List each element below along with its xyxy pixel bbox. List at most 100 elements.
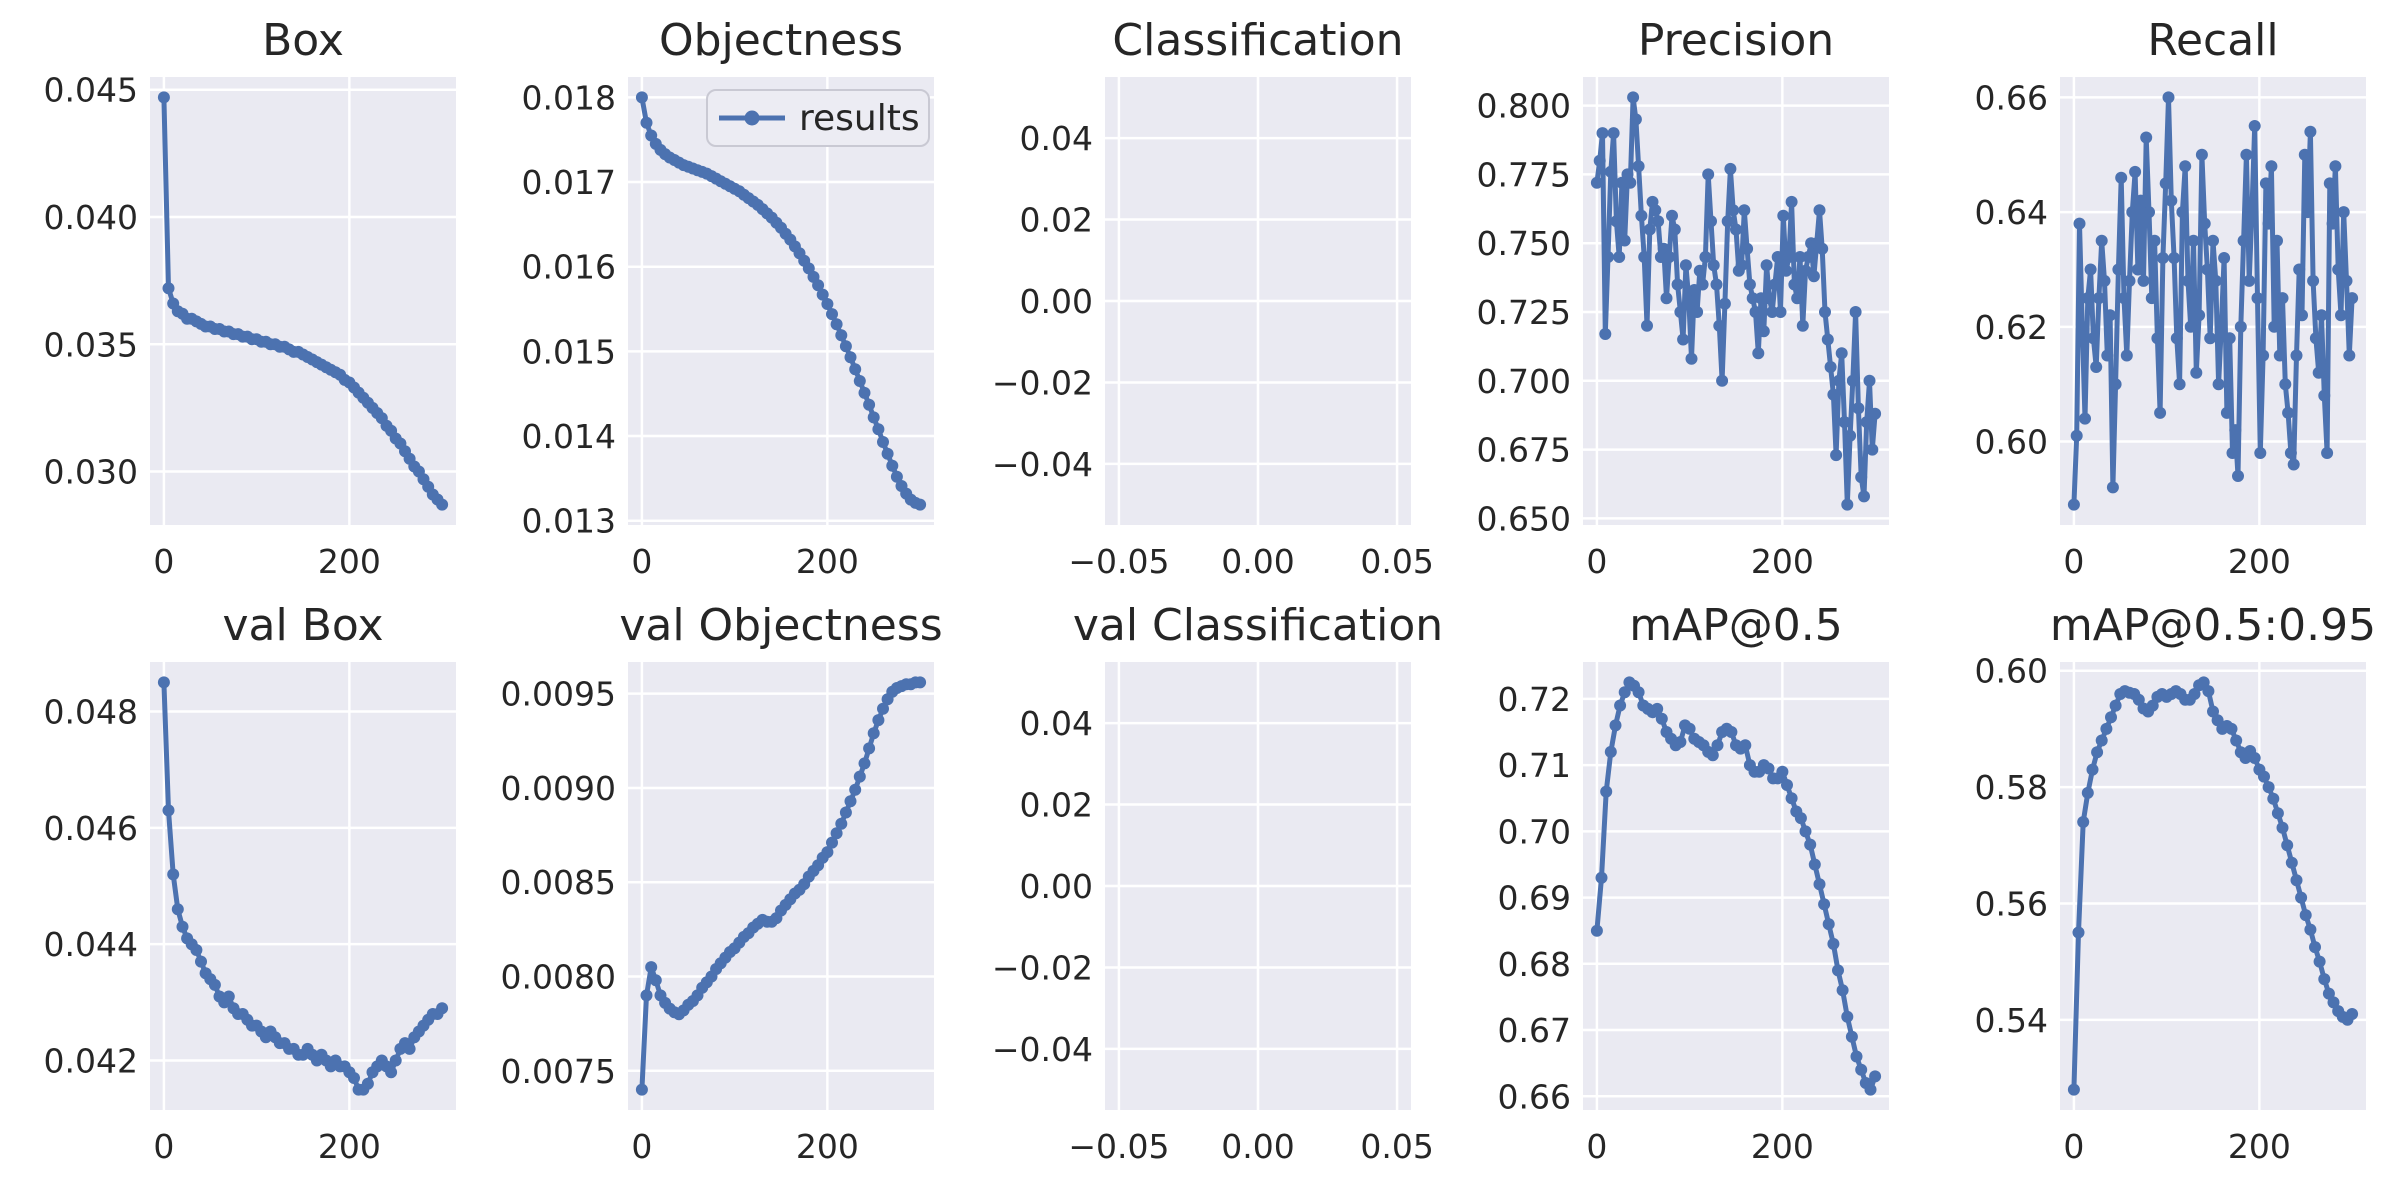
- series-marker: [1635, 209, 1648, 222]
- series-marker: [2086, 763, 2099, 776]
- chart-val-box: val Box 0.042 0.044 0.046 0.048 0 200: [44, 600, 456, 1166]
- series-marker: [1819, 306, 1831, 318]
- series-marker: [1638, 251, 1651, 263]
- chart-title: Box: [262, 15, 344, 66]
- series-marker: [2109, 378, 2122, 391]
- y-tick-label: 0.0080: [501, 958, 616, 997]
- series-marker: [190, 944, 203, 956]
- series-marker: [403, 1042, 416, 1055]
- y-tick-label: 0.045: [44, 71, 138, 110]
- series-marker: [1739, 739, 1752, 752]
- series-marker: [1850, 1050, 1863, 1063]
- series-marker: [162, 282, 175, 295]
- x-tick-label: 200: [318, 1127, 381, 1166]
- series-marker: [1776, 765, 1789, 778]
- series-marker: [1757, 325, 1770, 338]
- legend-marker: [744, 110, 760, 126]
- series-marker: [2126, 206, 2139, 219]
- series-marker: [1774, 306, 1787, 318]
- series-marker: [1749, 306, 1762, 318]
- series-marker: [171, 903, 184, 916]
- series-marker: [157, 91, 170, 104]
- series-marker: [1855, 1063, 1868, 1076]
- series-marker: [1735, 259, 1748, 272]
- series-marker: [2184, 320, 2197, 333]
- series-marker: [635, 1083, 648, 1096]
- x-tick-label: 0: [2063, 542, 2084, 581]
- y-tick-label: 0.00: [1020, 282, 1093, 321]
- series-marker: [914, 676, 927, 689]
- y-tick-label: 0.775: [1477, 155, 1571, 194]
- series-marker: [1614, 699, 1627, 712]
- series-marker: [1600, 785, 1613, 798]
- series-marker: [1705, 215, 1717, 228]
- series-marker: [877, 702, 889, 715]
- series-marker: [1655, 712, 1668, 725]
- y-tick-label: 0.018: [522, 78, 616, 117]
- series-marker: [1599, 328, 1612, 340]
- series-marker: [1595, 871, 1608, 884]
- series-marker: [839, 340, 852, 353]
- y-tick-label: −0.04: [992, 445, 1093, 484]
- x-tick-label: 200: [2228, 542, 2291, 581]
- series-marker: [2346, 292, 2359, 305]
- series-marker: [1782, 251, 1795, 263]
- chart-box: Box 0.030 0.035 0.040 0.045 0 200: [44, 15, 456, 581]
- series-marker: [1666, 209, 1678, 222]
- series-marker: [1799, 825, 1812, 838]
- series-marker: [2218, 252, 2231, 264]
- series-marker: [2077, 816, 2090, 828]
- series-marker: [1618, 234, 1631, 247]
- series-marker: [2170, 332, 2183, 345]
- y-tick-label: 0.035: [44, 325, 138, 364]
- series-marker: [1752, 347, 1765, 360]
- series-marker: [2092, 292, 2105, 305]
- series-marker: [1785, 195, 1798, 208]
- series-marker: [844, 351, 857, 364]
- axes-background: [2060, 662, 2366, 1110]
- series-marker: [2215, 320, 2228, 333]
- series-marker: [2109, 699, 2122, 712]
- series-marker: [2091, 746, 2104, 759]
- series-marker: [1604, 745, 1617, 758]
- series-marker: [2104, 309, 2117, 322]
- series-marker: [2179, 160, 2192, 173]
- series-marker: [826, 836, 838, 849]
- chart-title: val Classification: [1073, 600, 1443, 651]
- series-marker: [2101, 349, 2114, 362]
- series-marker: [1602, 251, 1614, 263]
- series-marker: [1780, 264, 1793, 277]
- y-tick-label: 0.725: [1477, 293, 1571, 332]
- series-marker: [1685, 352, 1698, 365]
- y-tick-label: 0.56: [1975, 884, 2048, 923]
- y-tick-label: 0.67: [1498, 1011, 1571, 1050]
- y-tick-label: 0.700: [1477, 362, 1571, 401]
- series-marker: [2257, 349, 2270, 362]
- series-marker: [2073, 217, 2086, 230]
- series-marker: [1738, 204, 1751, 217]
- series-marker: [2282, 406, 2295, 419]
- series-marker: [1827, 388, 1840, 401]
- chart-title: mAP@0.5: [1629, 600, 1842, 651]
- series-marker: [1683, 722, 1696, 735]
- series-marker: [2268, 320, 2281, 333]
- series-marker: [1643, 223, 1656, 236]
- y-tick-label: 0.66: [1498, 1077, 1571, 1116]
- series-marker: [1816, 242, 1829, 255]
- series-marker: [1846, 374, 1859, 387]
- series-marker: [1852, 402, 1865, 415]
- x-tick-label: −0.05: [1068, 542, 1169, 581]
- series-marker: [2298, 148, 2311, 161]
- series-marker: [2304, 923, 2317, 936]
- series-marker: [2326, 217, 2339, 230]
- series-marker: [2296, 309, 2308, 322]
- series-marker: [635, 91, 648, 104]
- x-tick-label: 200: [1751, 542, 1814, 581]
- series-marker: [2201, 263, 2214, 276]
- series-marker: [2237, 234, 2250, 247]
- series-marker: [2226, 447, 2239, 459]
- series-marker: [2265, 160, 2278, 173]
- axes-background: [1583, 77, 1889, 525]
- x-tick-label: 0: [1586, 542, 1607, 581]
